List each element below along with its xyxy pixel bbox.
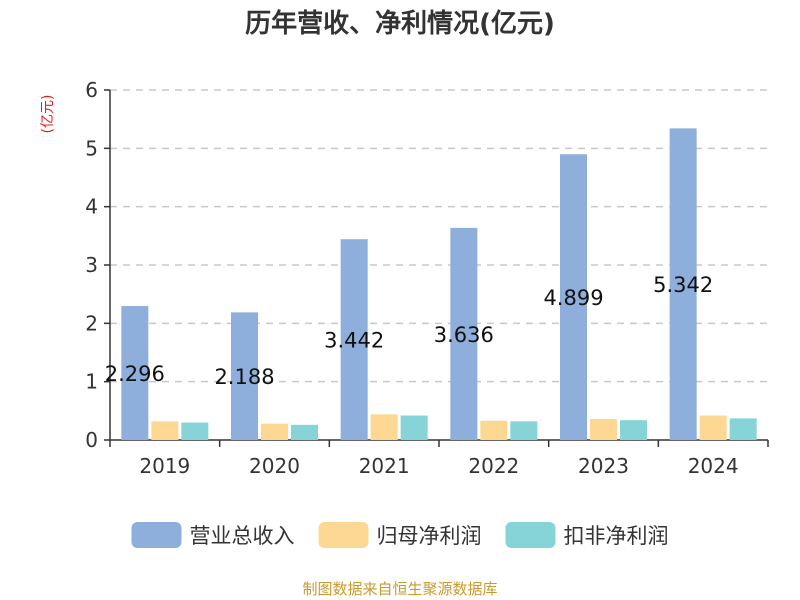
y-tick-label: 0 xyxy=(85,428,98,452)
x-tick-label: 2024 xyxy=(688,454,739,478)
x-tick-label: 2023 xyxy=(578,454,629,478)
y-tick-label: 6 xyxy=(85,78,98,102)
chart-title: 历年营收、净利情况(亿元) xyxy=(245,8,555,39)
legend-swatch xyxy=(131,522,182,548)
data-label: 3.442 xyxy=(324,329,384,353)
x-tick-label: 2019 xyxy=(139,454,190,478)
legend-label: 扣非净利润 xyxy=(564,524,669,548)
y-axis-unit-label: (亿元) xyxy=(40,95,56,134)
legend-label: 营业总收入 xyxy=(190,524,295,548)
data-label: 4.899 xyxy=(543,286,603,310)
bar xyxy=(340,239,368,440)
source-note: 制图数据来自恒生聚源数据库 xyxy=(302,580,497,598)
y-tick-label: 3 xyxy=(85,253,98,277)
data-label: 2.188 xyxy=(214,365,274,389)
bar xyxy=(261,423,288,440)
bar xyxy=(181,422,209,440)
bar xyxy=(729,418,757,440)
legend: 营业总收入 归母净利润 扣非净利润 xyxy=(131,522,669,548)
bar xyxy=(510,421,538,440)
bar xyxy=(620,420,647,440)
bar xyxy=(590,419,617,440)
bar xyxy=(121,306,149,440)
bar xyxy=(370,414,398,440)
y-tick-label: 4 xyxy=(85,195,98,219)
bar xyxy=(400,415,428,440)
y-tick-label: 5 xyxy=(85,136,98,160)
data-label: 5.342 xyxy=(653,273,713,297)
data-label: 2.296 xyxy=(105,362,165,386)
bar xyxy=(231,312,258,440)
data-labels: 2.296 2.188 3.442 3.636 4.899 5.342 xyxy=(105,273,713,389)
bar xyxy=(560,154,587,440)
bar xyxy=(450,227,478,440)
bar xyxy=(151,421,179,440)
y-tick-label: 1 xyxy=(85,370,98,394)
gridlines xyxy=(110,89,768,383)
bar xyxy=(699,415,727,440)
data-label: 3.636 xyxy=(434,323,494,347)
bar xyxy=(291,424,318,440)
legend-swatch xyxy=(505,522,556,548)
bars xyxy=(121,128,757,440)
bar xyxy=(669,128,697,440)
x-tick-label: 2020 xyxy=(249,454,300,478)
x-tick-label: 2021 xyxy=(359,454,410,478)
x-tick-label: 2022 xyxy=(468,454,519,478)
y-tick-label: 2 xyxy=(85,311,98,335)
bar xyxy=(480,420,508,440)
legend-swatch xyxy=(318,522,369,548)
axes: 0 1 2 3 4 5 6 2019 2020 2021 2022 2023 2024 xyxy=(85,78,769,478)
legend-label: 归母净利润 xyxy=(377,524,482,548)
